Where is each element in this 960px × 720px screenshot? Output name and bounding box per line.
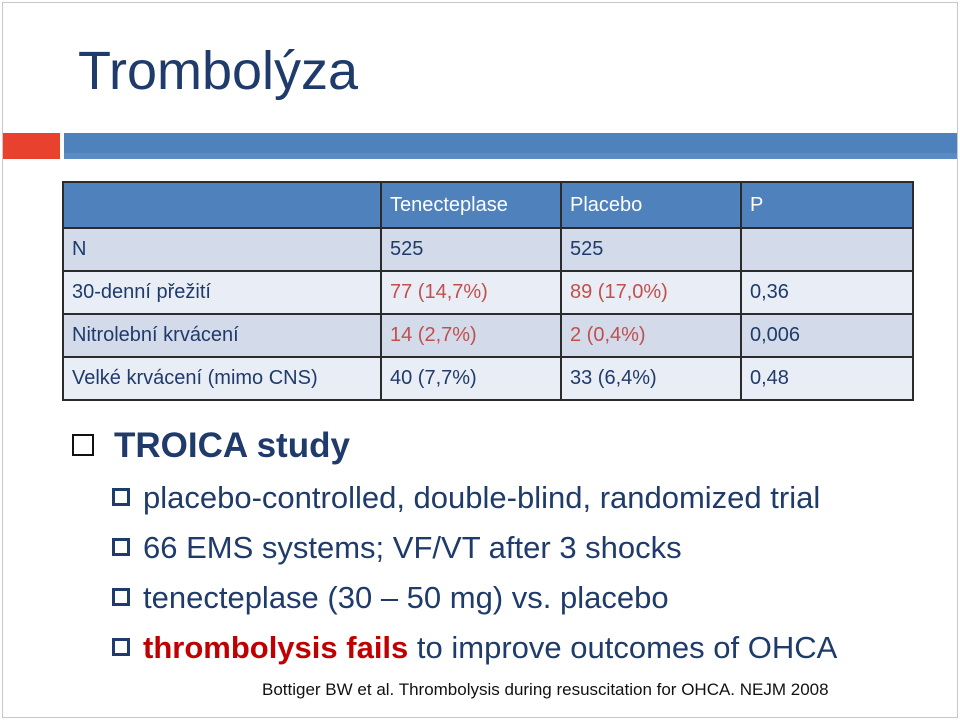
list-item: tenecteplase (30 – 50 mg) vs. placebo <box>112 578 837 628</box>
table-cell: 525 <box>380 227 562 272</box>
list-item: placebo-controlled, double-blind, random… <box>112 478 837 528</box>
table-cell: 0,36 <box>740 270 914 315</box>
table-cell: 33 (6,4%) <box>560 356 742 401</box>
bullet-text: 66 EMS systems; VF/VT after 3 shocks <box>143 530 682 565</box>
table-cell: N <box>62 227 382 272</box>
bullet-text: tenecteplase (30 – 50 mg) vs. placebo <box>143 580 669 615</box>
accent-bar-blue-lower <box>64 153 957 159</box>
accent-bar-red <box>3 133 60 159</box>
table-header-cell <box>62 181 382 229</box>
table-cell: 40 (7,7%) <box>380 356 562 401</box>
table-row: 30-denní přežití 77 (14,7%) 89 (17,0%) 0… <box>62 270 914 315</box>
table-header-cell: Placebo <box>560 181 742 229</box>
table-cell: 77 (14,7%) <box>380 270 562 315</box>
study-bullet-list: placebo-controlled, double-blind, random… <box>112 478 837 678</box>
citation: Bottiger BW et al. Thrombolysis during r… <box>262 680 829 699</box>
table-cell: 14 (2,7%) <box>380 313 562 358</box>
table-cell: 89 (17,0%) <box>560 270 742 315</box>
table-cell: 525 <box>560 227 742 272</box>
list-item: 66 EMS systems; VF/VT after 3 shocks <box>112 528 837 578</box>
table-cell <box>740 227 914 272</box>
study-heading: TROICA study <box>72 426 350 466</box>
table-cell: 0,48 <box>740 356 914 401</box>
list-item: thrombolysis fails to improve outcomes o… <box>112 628 837 678</box>
table-header-cell: Tenecteplase <box>380 181 562 229</box>
table-header-cell: P <box>740 181 914 229</box>
study-heading-text: TROICA study <box>114 426 350 465</box>
table-cell: Velké krvácení (mimo CNS) <box>62 356 382 401</box>
table-row: N 525 525 <box>62 227 914 272</box>
square-bullet-icon <box>112 587 130 606</box>
table-cell: 0,006 <box>740 313 914 358</box>
table-header-row: Tenecteplase Placebo P <box>62 181 914 229</box>
bullet-text: to improve outcomes of OHCA <box>408 630 838 665</box>
bullet-text: placebo-controlled, double-blind, random… <box>143 480 821 515</box>
table-cell: 2 (0,4%) <box>560 313 742 358</box>
table-cell: Nitrolební krvácení <box>62 313 382 358</box>
results-table: Tenecteplase Placebo P N 525 525 30-denn… <box>62 181 914 401</box>
table-row: Velké krvácení (mimo CNS) 40 (7,7%) 33 (… <box>62 356 914 401</box>
table-row: Nitrolební krvácení 14 (2,7%) 2 (0,4%) 0… <box>62 313 914 358</box>
hollow-square-bullet-icon <box>72 433 94 456</box>
square-bullet-icon <box>112 637 130 656</box>
highlighted-text: thrombolysis fails <box>143 630 409 665</box>
table-cell: 30-denní přežití <box>62 270 382 315</box>
slide-title: Trombolýza <box>78 41 359 101</box>
square-bullet-icon <box>112 537 130 556</box>
square-bullet-icon <box>112 487 130 506</box>
